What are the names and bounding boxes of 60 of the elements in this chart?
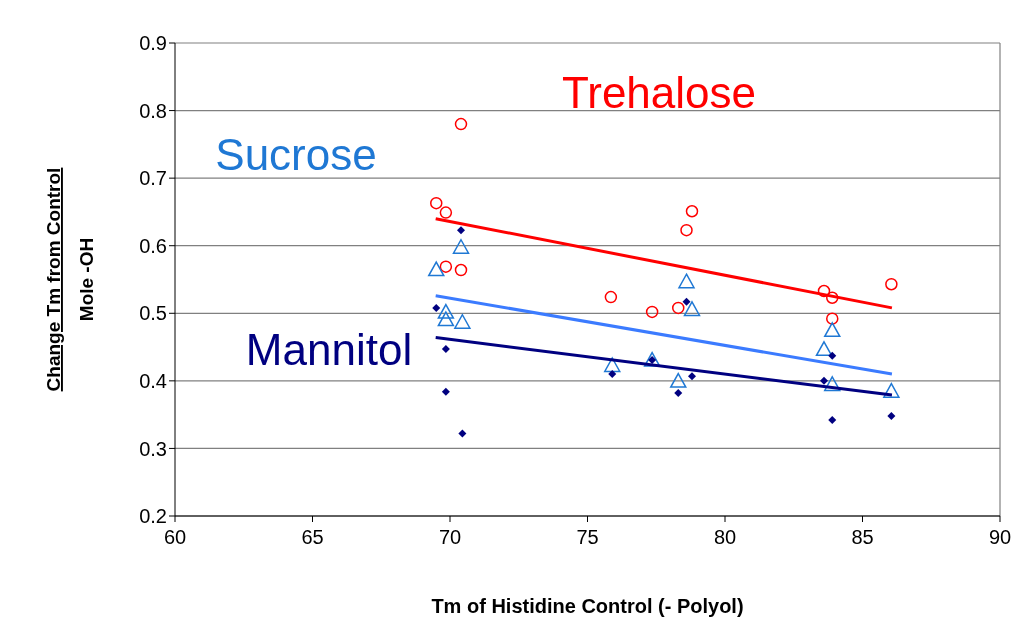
point <box>432 303 441 312</box>
point <box>678 273 695 289</box>
point <box>826 312 839 325</box>
point <box>458 429 467 438</box>
text: Trehalose <box>561 68 757 117</box>
point <box>452 238 470 254</box>
y-tick-label: 0.7 <box>139 167 167 190</box>
point <box>883 382 900 398</box>
y-axis-title: Change Tm from Control Mole -OH <box>43 167 97 392</box>
point <box>826 291 839 304</box>
text: Sucrose <box>215 130 377 180</box>
point <box>441 345 450 354</box>
x-axis-title: Tm of Histidine Control (- Polyol) <box>431 595 744 617</box>
point <box>437 303 455 319</box>
y-tick-label: 0.4 <box>139 369 167 392</box>
point <box>824 322 841 338</box>
point <box>437 311 455 327</box>
point <box>457 226 465 235</box>
point <box>454 117 468 131</box>
point <box>887 411 896 420</box>
point <box>441 387 450 396</box>
point <box>674 389 683 398</box>
x-tick-label: 90 <box>988 526 1012 549</box>
y-tick-label: 0.3 <box>139 437 167 460</box>
point <box>885 277 898 291</box>
point <box>824 376 841 392</box>
x-tick-label: 75 <box>576 526 599 549</box>
y-tick-label: 0.9 <box>139 32 167 55</box>
point <box>439 206 453 219</box>
x-tick-label: 65 <box>301 526 324 549</box>
y-tick-label: 0.6 <box>139 234 167 257</box>
point <box>682 297 691 306</box>
x-tick-label: 80 <box>713 526 737 549</box>
point <box>683 301 701 317</box>
point <box>680 223 693 237</box>
x-tick-label: 85 <box>851 526 874 549</box>
point <box>817 284 831 298</box>
point <box>828 351 837 360</box>
point <box>428 261 445 277</box>
x-tick-label: 70 <box>438 526 462 549</box>
point <box>604 290 618 304</box>
x-tick-label: 60 <box>163 526 187 549</box>
y-tick-label: 0.5 <box>139 302 167 325</box>
point <box>439 260 453 273</box>
point <box>645 305 659 319</box>
series-label: Mannitol <box>245 325 413 375</box>
y-tick-label: 0.8 <box>139 99 167 122</box>
point <box>604 357 621 373</box>
point <box>454 314 471 329</box>
point <box>828 416 837 425</box>
point <box>454 263 468 277</box>
point <box>430 196 443 210</box>
point <box>608 370 617 379</box>
point <box>815 341 833 357</box>
point <box>685 205 699 218</box>
point <box>670 372 687 388</box>
point <box>820 376 828 385</box>
point <box>688 372 696 381</box>
y-tick-label: 0.2 <box>139 505 167 528</box>
point <box>672 301 685 315</box>
